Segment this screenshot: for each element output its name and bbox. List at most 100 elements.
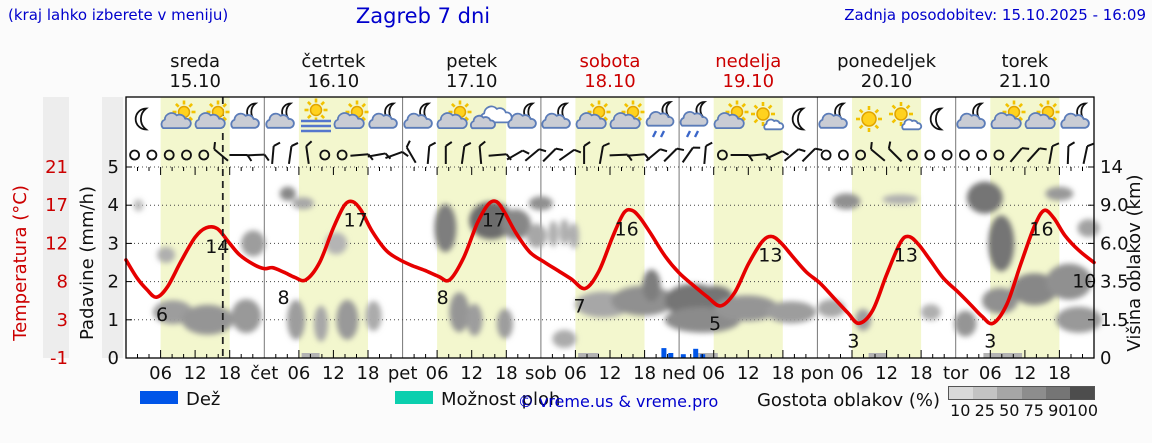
hour-tick-label: 18 [495,363,518,384]
wind-barb-icon [506,149,530,161]
hour-tick-label: 18 [1048,363,1071,384]
wind-calm-icon [146,149,158,161]
cloud-density-tick-label: 50 [999,401,1020,420]
wind-barb-icon [426,141,437,165]
wind-barb-icon [558,148,582,161]
wind-barb-icon [1066,141,1076,165]
wind-barb-icon [305,140,313,165]
day-header-nedelja: nedelja 19.10 [715,52,781,92]
weather-icon-moon [134,107,149,131]
precip-tick-label: 2 [108,272,119,293]
wind-calm-icon [907,149,918,161]
weather-icon-sun-cloud [1024,100,1060,129]
weather-icon-sun-cloud [333,100,369,129]
day-name: četrtek [301,51,366,72]
weather-icon-sun-cloud [160,100,196,129]
cloud-density-tick-label: 10 [950,401,971,420]
temp-min-label: 8 [437,287,449,309]
hour-tick-label: 06 [149,363,172,384]
hour-tick-label: 18 [771,363,794,384]
location-hint: (kraj lahko izberete v meniju) [8,6,229,24]
wind-barb-icon [385,150,409,160]
weather-icon-moon-cloud [403,102,433,129]
cloud-height-tick-label: 9.0 [1100,195,1129,216]
hour-tick-label: 12 [599,363,622,384]
day-name: petek [446,51,498,72]
wind-barb-icon [703,141,713,165]
precip-tick-label: 5 [108,157,119,178]
temp-min-label: 7 [574,296,586,318]
shower-legend-swatch [395,391,433,404]
cloud-height-tick-label: 1.5 [1100,310,1129,331]
day-header-sobota: sobota 18.10 [580,52,641,92]
wind-barb-icon [663,147,685,163]
day-abbrev-label: pet [388,363,418,384]
precip-axis-title: Padavine (mm/h) [77,186,98,340]
wind-barb-icon [542,147,564,163]
cloud-axis-title: Višina oblakov (km) [1124,174,1145,351]
weather-icon-moon-cloud [507,102,537,129]
weather-icon-sun-cloud [713,100,749,129]
cloud-density-scale-label: Gostota oblakov (%) [756,390,940,411]
weather-icon-sun-cloud [609,100,645,129]
temp-tick-label: 12 [45,233,68,254]
plot-frame [125,96,1095,359]
wind-barb-icon [287,142,299,165]
precip-tick-label: 4 [108,195,119,216]
cloud-density-tick-label: 25 [974,401,995,420]
day-abbrev-label: pon [800,363,834,384]
temp-min-label: 3 [847,330,859,352]
day-header-ponedeljek: ponedeljek 20.10 [837,52,936,92]
wind-barb-icon [645,148,668,162]
weather-icon-moon-cloud [541,102,571,129]
hour-tick-label: 06 [979,363,1002,384]
cloud-density-segment [997,387,1022,399]
day-abbrev-label: sob [525,363,557,384]
axis-ticks [126,166,1094,359]
wind-barbs [129,140,1095,165]
wind-calm-icon [181,149,192,161]
day-header-torek: torek 21.10 [999,52,1051,92]
weather-icon-moon-cloud [1060,102,1090,129]
copyright-link[interactable]: © vreme.us & vreme.pro [517,392,719,411]
weather-icons [134,98,1090,138]
day-name: sobota [579,51,641,72]
wind-barb-icon [887,141,903,163]
wind-calm-icon [820,149,832,161]
weather-icon-sun-cloud [990,100,1026,129]
weather-icon-moon [929,107,944,131]
margin-strip [43,97,69,358]
hour-tick-label: 18 [633,363,656,384]
cloud-density-segment [1021,387,1046,399]
weather-icon-sun-cloud [194,100,230,129]
day-abbrev-label: ned [662,363,696,384]
cloud-height-tick-label: 3.5 [1100,272,1129,293]
cloud-density-segment [1069,387,1095,399]
day-date: 19.10 [722,71,775,92]
hour-tick-label: 06 [287,363,310,384]
temp-max-label: 13 [894,245,918,267]
wind-barb-icon [405,140,417,164]
day-date: 18.10 [584,71,636,92]
precip-tick-label: 3 [108,233,119,254]
cloud-density-tick-label: 90 [1048,401,1069,420]
wind-barb-icon [1026,147,1047,163]
cloud-density-segment [1045,387,1070,399]
weather-icon-moon-cloud [956,102,986,129]
shower-legend-label: Možnost ploh [441,389,561,410]
page-title: Zagreb 7 dni [355,4,491,28]
temp-max-label: 16 [615,218,639,240]
wind-calm-icon [319,149,331,161]
precip-tick-label: 0 [108,348,119,369]
cloud-density-segment [973,387,998,399]
wind-barb-icon [460,142,472,165]
hour-tick-label: 18 [218,363,241,384]
hour-tick-label: 18 [357,363,380,384]
temp-max-label: 16 [1029,218,1053,240]
hour-tick-label: 06 [426,363,449,384]
wind-barb-icon [783,148,806,162]
temp-min-label: 8 [278,287,290,309]
wind-barb-icon [478,140,486,165]
day-header-petek: petek 17.10 [446,52,498,92]
